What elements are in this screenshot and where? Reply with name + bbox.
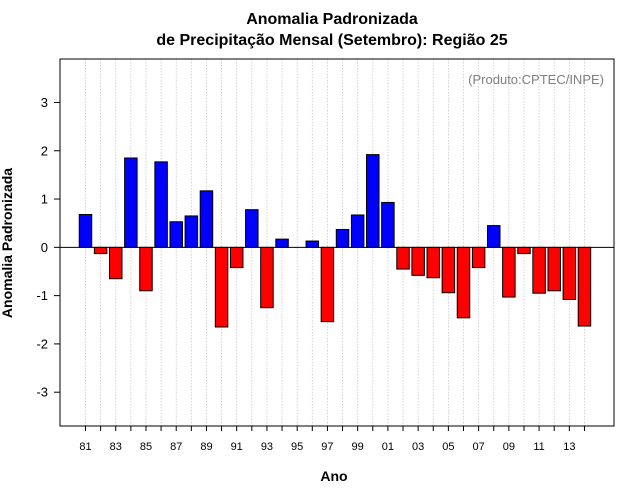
bar-1998 [335, 228, 350, 248]
bar-2010 [517, 246, 531, 255]
bars [78, 154, 592, 328]
chart-title: Anomalia Padronizada [246, 11, 418, 28]
x-tick-label: 81 [79, 441, 91, 453]
x-tick-label: 07 [472, 441, 484, 453]
bar-1997 [320, 246, 335, 323]
x-tick-label: 95 [291, 441, 303, 453]
bar-2005 [441, 246, 456, 294]
bar-1984 [124, 157, 138, 248]
bar-2009 [502, 246, 516, 298]
bar-2011 [532, 246, 546, 294]
x-tick-label: 03 [412, 441, 424, 453]
bar-2002 [396, 246, 410, 270]
bar-2006 [456, 246, 471, 319]
x-tick-label: 91 [231, 441, 243, 453]
bar-2001 [381, 201, 395, 248]
x-tick-label: 87 [170, 441, 182, 453]
y-tick-label: 1 [41, 192, 48, 207]
bar-2008 [486, 225, 501, 248]
bar-2004 [426, 246, 441, 279]
bar-1992 [245, 209, 259, 248]
x-tick-label: 13 [563, 441, 575, 453]
x-tick-label: 11 [533, 441, 544, 453]
bar-2012 [547, 246, 561, 292]
y-tick-label: -2 [36, 336, 48, 351]
y-tick-label: 3 [41, 95, 48, 110]
x-axis: 81 83 85 87 89 91 93 95 97 99 01 03 05 07 09 11 13 [79, 426, 585, 453]
bar-1993 [260, 246, 274, 309]
bar-1986 [154, 161, 168, 248]
bar-2003 [411, 246, 425, 276]
y-tick-label: 2 [41, 143, 48, 158]
x-tick-label: 09 [503, 441, 515, 453]
x-tick-label: 97 [321, 441, 333, 453]
bar-1982 [93, 246, 108, 255]
bar-1988 [184, 215, 199, 248]
credit-label: (Produto:CPTEC/INPE) [468, 72, 604, 87]
x-tick-label: 93 [261, 441, 273, 453]
bar-1981 [78, 213, 93, 248]
y-tick-label: -1 [36, 288, 48, 303]
x-tick-label: 83 [110, 441, 122, 453]
y-tick-label: 0 [41, 240, 48, 255]
x-tick-label: 99 [352, 441, 364, 453]
bar-1987 [169, 221, 183, 248]
x-axis-title: Ano [320, 468, 347, 484]
bar-1983 [108, 246, 123, 280]
bar-1991 [229, 246, 244, 269]
bar-1994 [275, 238, 289, 248]
bar-2000 [366, 154, 380, 248]
bar-2013 [562, 246, 577, 300]
plot-frame [59, 58, 615, 427]
x-tick-label: 85 [140, 441, 152, 453]
x-tick-label: 05 [442, 441, 454, 453]
y-axis: -3 -2 -1 0 1 2 3 [36, 95, 60, 400]
bar-2014 [577, 246, 592, 327]
bar-1999 [350, 214, 365, 248]
x-tick-label: 89 [200, 441, 212, 453]
bar-2007 [471, 246, 486, 269]
y-tick-label: -3 [36, 385, 48, 400]
chart-subtitle: de Precipitação Mensal (Setembro): Regiã… [156, 32, 507, 49]
bar-1990 [214, 246, 229, 328]
bar-1985 [139, 246, 153, 292]
x-tick-label: 01 [382, 441, 394, 453]
bar-1996 [305, 240, 320, 248]
bar-1989 [199, 190, 214, 248]
y-axis-title: Anomalia Padronizada [0, 168, 15, 318]
